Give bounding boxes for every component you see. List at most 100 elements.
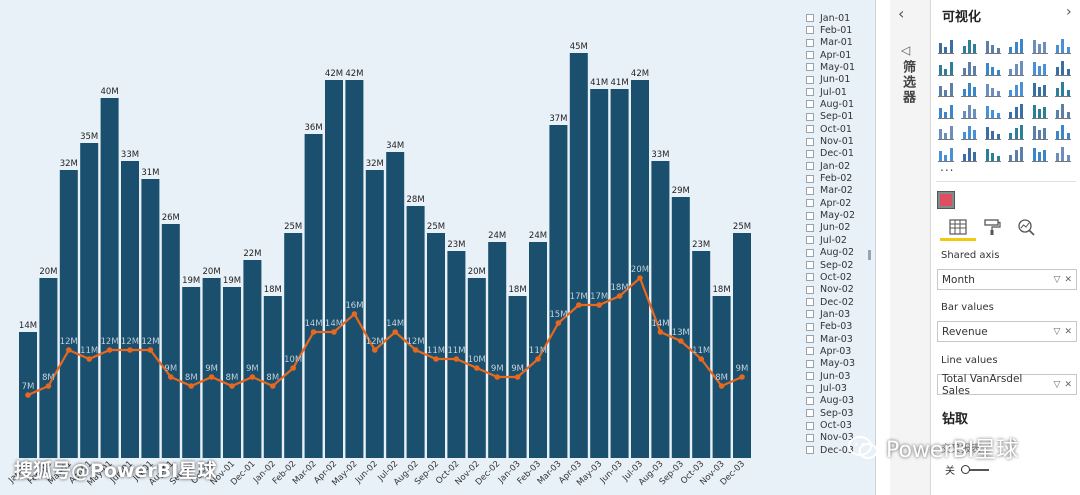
stacked-column-icon[interactable]	[961, 38, 978, 54]
card-icon[interactable]	[1031, 103, 1048, 119]
legend-item[interactable]: Apr-01	[806, 49, 851, 61]
line-point[interactable]	[25, 392, 31, 398]
legend-item[interactable]: Sep-02	[806, 259, 853, 271]
well-shared-axis[interactable]: Month ▽ ✕	[937, 269, 1077, 290]
bar[interactable]	[223, 287, 241, 458]
line-point[interactable]	[412, 347, 419, 353]
line-point[interactable]	[351, 311, 358, 317]
bar[interactable]	[39, 278, 58, 458]
legend-checkbox[interactable]	[806, 322, 814, 331]
combo-chart[interactable]: 14M20M32M35M40M33M31M26M19M20M19M22M18M2…	[0, 0, 800, 495]
line-icon[interactable]	[938, 60, 954, 76]
legend-checkbox[interactable]	[806, 125, 814, 134]
legend-item[interactable]: Jul-01	[806, 86, 847, 98]
legend-checkbox[interactable]	[806, 384, 814, 393]
legend-checkbox[interactable]	[806, 236, 814, 245]
bar[interactable]	[569, 53, 588, 458]
line-series[interactable]	[27, 276, 743, 397]
kpi-icon[interactable]	[938, 124, 954, 140]
legend-item[interactable]: May-01	[806, 61, 855, 73]
bar[interactable]	[631, 80, 649, 458]
chevron-down-icon[interactable]: ▽	[1053, 274, 1061, 285]
legend-item[interactable]: Jul-02	[806, 234, 847, 246]
funnel-icon[interactable]	[961, 81, 978, 97]
format-paint-roller-icon[interactable]	[979, 214, 1005, 240]
line-point[interactable]	[596, 302, 602, 308]
legend-item[interactable]: Jun-02	[806, 222, 850, 234]
legend-item[interactable]: Mar-02	[806, 185, 853, 197]
legend-item[interactable]: Mar-01	[806, 37, 853, 49]
legend-item[interactable]: Nov-03	[806, 432, 854, 444]
filters-label[interactable]: 筛选器	[900, 60, 915, 105]
matrix-icon[interactable]	[1008, 124, 1025, 140]
bar[interactable]	[141, 179, 160, 458]
bar[interactable]	[406, 206, 425, 458]
slicer-icon[interactable]	[961, 124, 978, 140]
line-point[interactable]	[168, 374, 174, 380]
bar[interactable]	[549, 125, 568, 458]
legend-checkbox[interactable]	[806, 51, 814, 60]
legend-checkbox[interactable]	[806, 14, 814, 22]
line-point[interactable]	[249, 374, 256, 380]
bar[interactable]	[284, 233, 303, 458]
legend-item[interactable]: Sep-01	[806, 111, 853, 123]
legend-item[interactable]: Jun-01	[806, 74, 850, 86]
line-column-icon[interactable]	[1008, 60, 1025, 76]
legend-checkbox[interactable]	[806, 433, 814, 442]
legend-item[interactable]: Dec-01	[806, 148, 854, 160]
legend-checkbox[interactable]	[806, 88, 814, 97]
line-point[interactable]	[494, 374, 501, 380]
legend-item[interactable]: Feb-03	[806, 321, 852, 333]
bar[interactable]	[59, 170, 78, 458]
line-point[interactable]	[229, 383, 235, 389]
line-point[interactable]	[637, 275, 643, 281]
line-point[interactable]	[453, 356, 460, 362]
cross-report-toggle[interactable]: 关	[945, 462, 989, 477]
legend-checkbox[interactable]	[806, 26, 814, 35]
legend-checkbox[interactable]	[806, 409, 814, 418]
line-point[interactable]	[433, 356, 439, 362]
bar[interactable]	[671, 197, 690, 458]
legend-item[interactable]: Feb-02	[806, 173, 852, 185]
bar[interactable]	[121, 161, 139, 458]
r-visual-icon[interactable]	[1031, 124, 1048, 140]
legend-item[interactable]: Nov-01	[806, 136, 854, 148]
line-point[interactable]	[739, 374, 745, 380]
bar[interactable]	[447, 251, 466, 458]
legend-checkbox[interactable]	[806, 137, 814, 146]
line-point[interactable]	[45, 383, 52, 389]
legend-item[interactable]: Jan-02	[806, 160, 850, 172]
line-point[interactable]	[474, 365, 480, 371]
legend-item[interactable]: Dec-02	[806, 296, 854, 308]
legend-item[interactable]: Oct-02	[806, 271, 852, 283]
line-point[interactable]	[555, 320, 562, 326]
close-icon[interactable]: ✕	[1064, 379, 1072, 390]
bar[interactable]	[243, 260, 262, 458]
line-point[interactable]	[576, 302, 582, 308]
legend-item[interactable]: Nov-02	[806, 284, 854, 296]
legend-item[interactable]: Aug-01	[806, 98, 854, 110]
well-bar-values[interactable]: Revenue ▽ ✕	[937, 321, 1077, 342]
legend-checkbox[interactable]	[806, 396, 814, 405]
line-point[interactable]	[535, 356, 541, 362]
legend-item[interactable]: Aug-03	[806, 395, 854, 407]
shape-map-icon[interactable]	[984, 103, 1001, 119]
bar[interactable]	[692, 251, 711, 458]
legend-checkbox[interactable]	[806, 273, 814, 282]
bar[interactable]	[488, 242, 507, 458]
bar[interactable]	[733, 233, 751, 458]
multirow-card-icon[interactable]	[1055, 103, 1071, 119]
clustered-column-icon[interactable]	[1008, 38, 1025, 54]
bar[interactable]	[365, 170, 384, 458]
100-bar-icon[interactable]	[1031, 38, 1048, 54]
stacked-area-icon[interactable]	[984, 60, 1001, 76]
line-point[interactable]	[698, 356, 704, 362]
toggle-switch[interactable]	[961, 464, 989, 474]
chevron-right-icon[interactable]: ›	[1066, 4, 1072, 20]
legend-checkbox[interactable]	[806, 100, 814, 109]
bar[interactable]	[610, 89, 629, 458]
legend-item[interactable]: Sep-03	[806, 407, 853, 419]
legend-checkbox[interactable]	[806, 223, 814, 232]
legend-item[interactable]: May-03	[806, 358, 855, 370]
bar[interactable]	[386, 152, 405, 458]
